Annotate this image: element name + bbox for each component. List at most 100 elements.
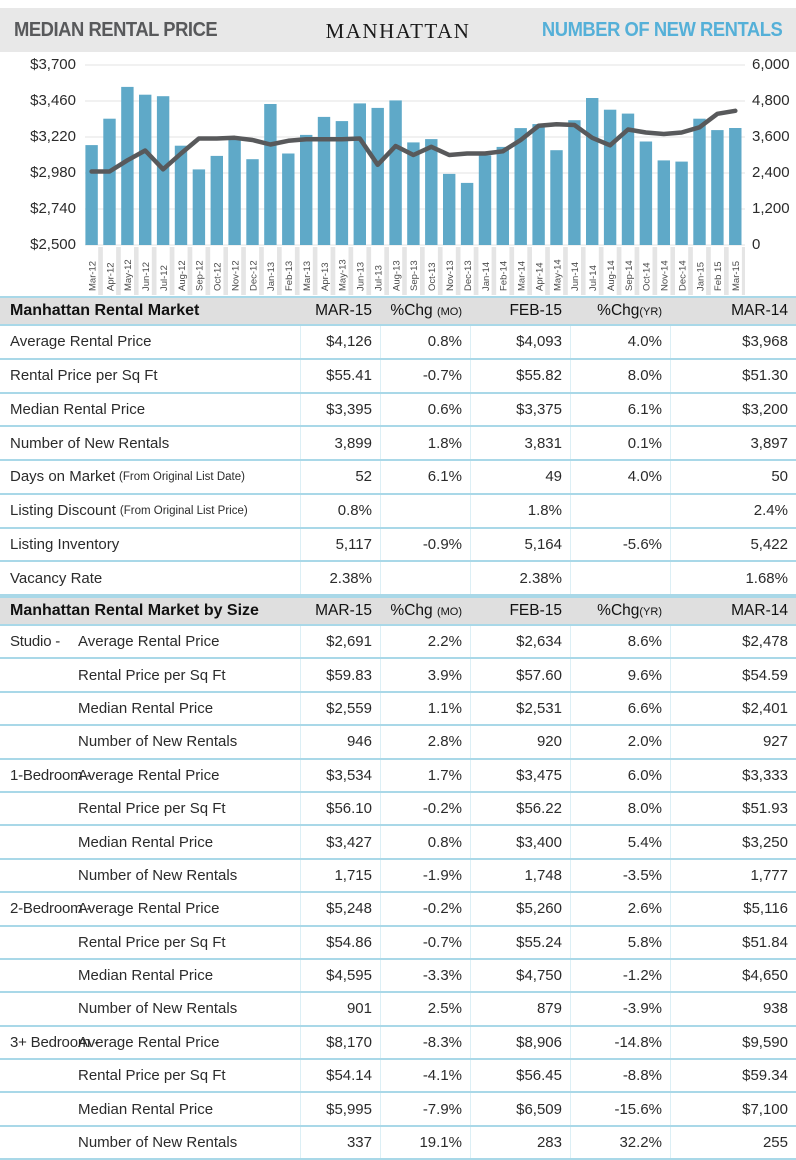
new-rentals-bar bbox=[282, 153, 295, 245]
table-row: Number of New Rentals 946 2.8% 920 2.0% 927 bbox=[0, 726, 796, 760]
column-header: %Chg (MO) bbox=[390, 602, 462, 619]
cell-value: 3.9% bbox=[380, 659, 470, 691]
table-row: Median Rental Price $4,595 -3.3% $4,750 -1.2… bbox=[0, 959, 796, 994]
new-rentals-bar bbox=[478, 155, 492, 245]
x-label-cell bbox=[245, 247, 260, 295]
left-axis-tick: $3,700 bbox=[30, 56, 76, 73]
x-axis-label: Feb 15 bbox=[713, 261, 724, 291]
cell-value: 938 bbox=[670, 993, 796, 1025]
x-label-cell bbox=[549, 247, 564, 295]
cell-value: 879 bbox=[470, 993, 570, 1025]
cell-value: $3,400 bbox=[470, 826, 570, 858]
cell-value: -0.7% bbox=[380, 359, 470, 392]
metric-name: Median Rental Price bbox=[78, 967, 214, 985]
row-label: Studio - Average Rental Price bbox=[0, 633, 300, 650]
cell-value: 6.1% bbox=[380, 461, 470, 493]
cell-value: 1,715 bbox=[300, 859, 380, 892]
cell-value: 1.7% bbox=[380, 759, 470, 791]
row-label: Rental Price per Sq Ft bbox=[0, 800, 300, 817]
table-row: Rental Price per Sq Ft $54.14 -4.1% $56.45-… bbox=[0, 1060, 796, 1094]
x-axis-label: Apr-13 bbox=[320, 262, 331, 291]
x-axis-label: Dec-12 bbox=[248, 260, 259, 291]
cell-value: 1.1% bbox=[380, 692, 470, 725]
new-rentals-bar bbox=[550, 150, 563, 245]
column-header: MAR-15 bbox=[315, 302, 372, 319]
cell-value: 2.4% bbox=[670, 494, 796, 527]
row-label: Vacancy Rate bbox=[0, 570, 300, 587]
table-row: Median Rental Price $5,995 -7.9% $6,509 -15.… bbox=[0, 1093, 796, 1127]
cell-value: 0.8% bbox=[380, 826, 470, 858]
new-rentals-bar bbox=[711, 130, 724, 245]
x-label-cell bbox=[192, 247, 206, 295]
cell-value: 0.6% bbox=[380, 393, 470, 426]
x-axis-label: Feb-13 bbox=[284, 261, 295, 291]
cell-value: $4,750 bbox=[470, 959, 570, 992]
x-axis-label: Mar-13 bbox=[302, 261, 313, 291]
metric-name: Number of New Rentals bbox=[10, 434, 170, 452]
x-axis-label: Jul-14 bbox=[588, 265, 599, 291]
table-row: Median Rental Price $3,427 0.8% $3,400 5.4% $… bbox=[0, 826, 796, 860]
cell-value: $3,968 bbox=[670, 326, 796, 358]
row-label: Median Rental Price bbox=[0, 401, 300, 418]
cell-value: 2.0% bbox=[570, 726, 670, 758]
left-axis-tick: $3,460 bbox=[30, 92, 76, 109]
metric-name: Number of New Rentals bbox=[78, 1134, 238, 1152]
new-rentals-bar bbox=[675, 161, 688, 245]
cell-value: 2.38% bbox=[470, 562, 570, 594]
cell-value: -3.3% bbox=[380, 959, 470, 992]
cell-value: 2.8% bbox=[380, 726, 470, 758]
cell-value: $5,248 bbox=[300, 893, 380, 925]
new-rentals-bar bbox=[192, 169, 206, 245]
cell-value: $55.41 bbox=[300, 359, 380, 392]
cell-value: 19.1% bbox=[380, 1126, 470, 1159]
column-header: FEB-15 bbox=[509, 602, 562, 619]
x-axis-label: Jun-14 bbox=[570, 262, 581, 291]
new-rentals-bar bbox=[460, 182, 474, 245]
metric-name: Median Rental Price bbox=[78, 1100, 214, 1118]
cell-value: $3,427 bbox=[300, 826, 380, 858]
cell-value: 8.0% bbox=[570, 359, 670, 392]
row-label: Rental Price per Sq Ft bbox=[0, 1067, 300, 1084]
table-row: Median Rental Price $3,395 0.6% $3,375 6.1% $… bbox=[0, 393, 796, 428]
x-axis-label: Feb-14 bbox=[499, 261, 510, 291]
metric-name: Average Rental Price bbox=[10, 333, 152, 351]
cell-value: $51.84 bbox=[670, 926, 796, 958]
cell-value: $3,333 bbox=[670, 759, 796, 791]
metric-name: Number of New Rentals bbox=[78, 866, 238, 884]
x-label-cell bbox=[585, 247, 599, 295]
row-label: Median Rental Price bbox=[0, 1101, 300, 1118]
metric-name: Median Rental Price bbox=[78, 699, 214, 717]
metric-name: Rental Price per Sq Ft bbox=[78, 666, 226, 684]
x-axis-label: Sep-14 bbox=[624, 260, 635, 291]
cell-value bbox=[380, 562, 470, 594]
right-axis-tick: 4,800 bbox=[752, 92, 790, 109]
x-axis-label: Jan-14 bbox=[481, 262, 492, 291]
cell-value: 49 bbox=[470, 461, 570, 493]
metric-name: Average Rental Price bbox=[78, 766, 220, 784]
cell-value: $54.14 bbox=[300, 1060, 380, 1092]
right-axis-tick: 2,400 bbox=[752, 164, 790, 181]
x-label-cell bbox=[603, 247, 617, 295]
cell-value: $4,595 bbox=[300, 959, 380, 992]
cell-value: $3,250 bbox=[670, 826, 796, 858]
metric-name: Rental Price per Sq Ft bbox=[78, 933, 226, 951]
table-row: Rental Price per Sq Ft $54.86 -0.7% $55.24 5… bbox=[0, 926, 796, 960]
cell-value: $59.83 bbox=[300, 659, 380, 691]
cell-value: 5.8% bbox=[570, 926, 670, 958]
right-axis-tick: 3,600 bbox=[752, 128, 790, 145]
new-rentals-bar bbox=[568, 120, 581, 245]
table-row: Studio - Average Rental Price $2,691 2.2% $2… bbox=[0, 626, 796, 660]
cell-value: 2.6% bbox=[570, 893, 670, 925]
row-label: Median Rental Price bbox=[0, 700, 300, 717]
cell-value: 1,777 bbox=[670, 859, 796, 892]
cell-value: $5,116 bbox=[670, 893, 796, 925]
size-category: 3+ Bedroom - bbox=[10, 1033, 99, 1051]
x-label-cell bbox=[442, 247, 456, 295]
table-row: Number of New Rentals 337 19.1% 283 32.2% 255 bbox=[0, 1126, 796, 1160]
cell-value: -3.5% bbox=[570, 859, 670, 892]
x-label-cell bbox=[532, 247, 546, 295]
cell-value: $6,509 bbox=[470, 1093, 570, 1125]
cell-value: 2.2% bbox=[380, 626, 470, 658]
cell-value: 5,117 bbox=[300, 528, 380, 561]
